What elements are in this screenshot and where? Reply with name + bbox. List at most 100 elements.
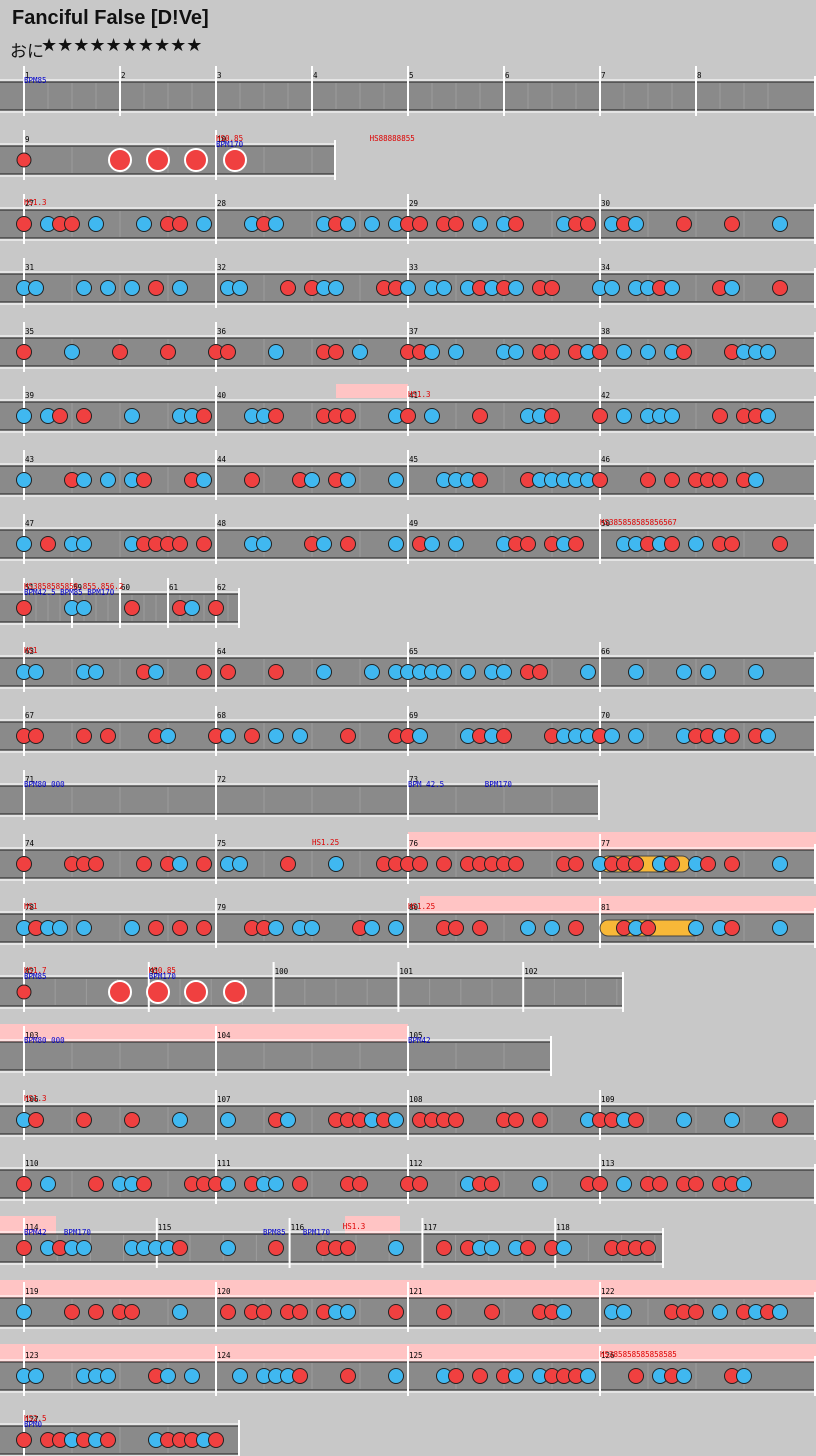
measure-number: 124 — [217, 1351, 231, 1360]
scroll-speed-band — [345, 1216, 400, 1234]
measure-number: 63 — [25, 647, 34, 656]
ka-note — [220, 1176, 236, 1192]
don-note — [388, 1304, 404, 1320]
ka-note — [316, 536, 332, 552]
don-note — [340, 408, 356, 424]
don-note — [256, 1304, 272, 1320]
don-note — [496, 728, 512, 744]
ka-note — [88, 216, 104, 232]
ka-note — [232, 856, 248, 872]
scroll-speed-label: HS1.3 — [24, 1094, 47, 1103]
don-note — [568, 536, 584, 552]
don-note — [688, 1304, 704, 1320]
ka-note — [136, 216, 152, 232]
measure-number: 4 — [313, 71, 318, 80]
don-note — [700, 856, 716, 872]
measure-number: 104 — [217, 1031, 231, 1040]
scroll-speed-label: HS1.7 — [24, 966, 47, 975]
don-note — [160, 344, 176, 360]
ka-note — [268, 728, 284, 744]
measure-number: 114 — [25, 1223, 39, 1232]
scroll-speed-label: HS1.3 — [408, 390, 431, 399]
don-note — [124, 1112, 140, 1128]
ka-note — [388, 1112, 404, 1128]
measure-number: 45 — [409, 455, 418, 464]
measure-number: 2 — [121, 71, 126, 80]
ka-note — [364, 920, 380, 936]
ka-note — [400, 280, 416, 296]
measure-number: 37 — [409, 327, 418, 336]
measure-number: 73 — [409, 775, 418, 784]
measure-number: 113 — [601, 1159, 615, 1168]
don-note — [64, 216, 80, 232]
measure-number: 7 — [601, 71, 606, 80]
don-note — [772, 1112, 788, 1128]
measure-number: 38 — [601, 327, 611, 336]
ka-note — [160, 1368, 176, 1384]
ka-note — [544, 920, 560, 936]
scroll-speed-label: HS1.25 — [408, 902, 435, 911]
ka-note — [100, 280, 116, 296]
don-note — [688, 1176, 704, 1192]
scroll-speed-label: HS1.25 — [312, 838, 339, 847]
ka-note — [352, 344, 368, 360]
measure-number: 36 — [217, 327, 227, 336]
ka-note — [772, 856, 788, 872]
ka-note — [52, 920, 68, 936]
ka-note — [712, 1304, 728, 1320]
measure-number: 35 — [25, 327, 34, 336]
don-note — [664, 536, 680, 552]
scroll-speed-label: HS88888855 — [370, 134, 415, 143]
ka-note — [616, 1304, 632, 1320]
measure-number: 41 — [409, 391, 418, 400]
ka-note — [760, 728, 776, 744]
ka-note — [124, 280, 140, 296]
ka-note — [196, 472, 212, 488]
ka-note — [172, 1304, 188, 1320]
ka-note — [508, 280, 524, 296]
big-don-note — [146, 980, 170, 1004]
don-note — [340, 536, 356, 552]
don-note — [280, 280, 296, 296]
ka-note — [28, 664, 44, 680]
don-note — [340, 728, 356, 744]
measure-number: 48 — [217, 519, 227, 528]
bpm-label: BPM85 — [24, 972, 47, 981]
measure-number: 116 — [291, 1223, 305, 1232]
ka-note — [76, 1240, 92, 1256]
don-note — [64, 1304, 80, 1320]
measure-number: 109 — [601, 1095, 615, 1104]
scroll-speed-label: HS385858585858585 — [600, 1350, 677, 1359]
measure-number: 77 — [601, 839, 610, 848]
don-note — [772, 536, 788, 552]
measure-number: 1 — [25, 71, 30, 80]
ka-note — [628, 664, 644, 680]
scroll-speed-label: HS2.5 — [24, 1414, 47, 1423]
ka-note — [448, 536, 464, 552]
ka-note — [604, 280, 620, 296]
ka-note — [364, 664, 380, 680]
ka-note — [268, 344, 284, 360]
don-note — [412, 216, 428, 232]
measure-number: 28 — [217, 199, 227, 208]
don-note — [16, 1240, 32, 1256]
don-note — [568, 856, 584, 872]
big-don-note — [184, 148, 208, 172]
ka-note — [388, 1368, 404, 1384]
don-note — [196, 536, 212, 552]
ka-note — [268, 216, 284, 232]
ka-note — [388, 920, 404, 936]
ka-note — [100, 1368, 116, 1384]
measure-number: 29 — [409, 199, 418, 208]
ka-note — [220, 1112, 236, 1128]
ka-note — [340, 472, 356, 488]
don-note — [544, 408, 560, 424]
don-note — [196, 856, 212, 872]
measure-number: 39 — [25, 391, 34, 400]
don-note — [592, 344, 608, 360]
measure-number: 117 — [423, 1223, 437, 1232]
don-note — [640, 472, 656, 488]
don-note — [640, 920, 656, 936]
ka-note — [340, 1304, 356, 1320]
ka-note — [76, 600, 92, 616]
